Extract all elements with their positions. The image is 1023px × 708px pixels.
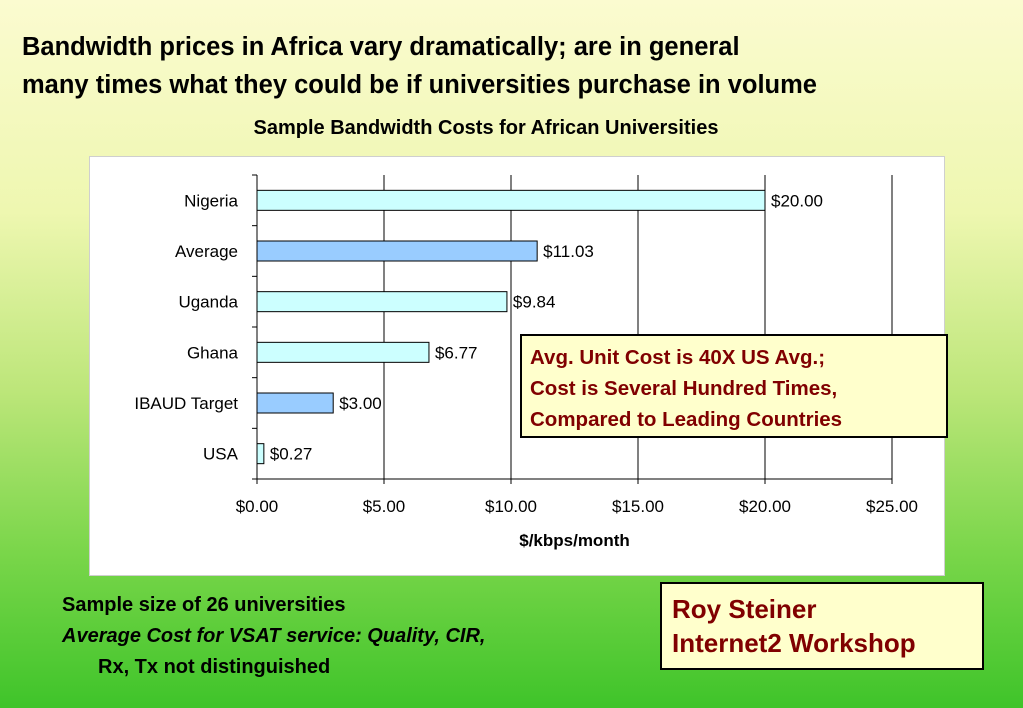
data-label: $6.77 xyxy=(435,343,478,362)
bar xyxy=(256,291,508,313)
callout-box: Avg. Unit Cost is 40X US Avg.; Cost is S… xyxy=(520,334,948,438)
data-label: $11.03 xyxy=(543,242,594,261)
credit-line-1: Roy Steiner xyxy=(672,594,817,624)
chart-title: Sample Bandwidth Costs for African Unive… xyxy=(253,117,719,139)
credit-line-2: Internet2 Workshop xyxy=(672,628,916,658)
note-line-1: Sample size of 26 universities xyxy=(62,594,346,616)
headline-line-2: many times what they could be if univers… xyxy=(22,71,817,99)
x-axis-title: $/kbps/month xyxy=(519,531,630,550)
headline: Bandwidth prices in Africa vary dramatic… xyxy=(22,28,817,104)
note-line-3: Rx, Tx not distinguished xyxy=(98,656,331,678)
bar-chart: $0.00 $5.00 $10.00 $15.00 $20.00 $25.00 Nigeri… xyxy=(134,174,918,550)
x-tick-label: $0.00 xyxy=(236,497,279,516)
bar xyxy=(256,392,334,414)
bar xyxy=(256,443,265,465)
notes: Sample size of 26 universities Average C… xyxy=(62,590,485,683)
x-tick-label: $15.00 xyxy=(612,497,664,516)
bar xyxy=(256,341,430,363)
category-label: IBAUD Target xyxy=(134,394,238,413)
data-label: $0.27 xyxy=(270,445,313,464)
data-label: $9.84 xyxy=(513,293,556,312)
x-tick-label: $5.00 xyxy=(363,497,406,516)
callout-line-1: Avg. Unit Cost is 40X US Avg.; xyxy=(530,346,826,369)
note-line-2: Average Cost for VSAT service: Quality, … xyxy=(62,625,486,647)
category-label: Uganda xyxy=(178,293,238,312)
x-tick-label: $25.00 xyxy=(866,497,918,516)
bar xyxy=(256,189,766,211)
data-label: $20.00 xyxy=(771,191,823,210)
category-label: Nigeria xyxy=(184,191,238,210)
callout-line-2: Cost is Several Hundred Times, xyxy=(530,377,838,400)
data-label: $3.00 xyxy=(339,394,382,413)
callout-line-3: Compared to Leading Countries xyxy=(530,408,843,431)
category-label: Ghana xyxy=(187,343,239,362)
credit-box: Roy Steiner Internet2 Workshop xyxy=(660,582,984,670)
headline-line-1: Bandwidth prices in Africa vary dramatic… xyxy=(22,33,740,61)
x-tick-label: $10.00 xyxy=(485,497,537,516)
category-label: Average xyxy=(175,242,238,261)
x-tick-label: $20.00 xyxy=(739,497,791,516)
bar xyxy=(256,240,538,262)
category-label: USA xyxy=(203,445,239,464)
